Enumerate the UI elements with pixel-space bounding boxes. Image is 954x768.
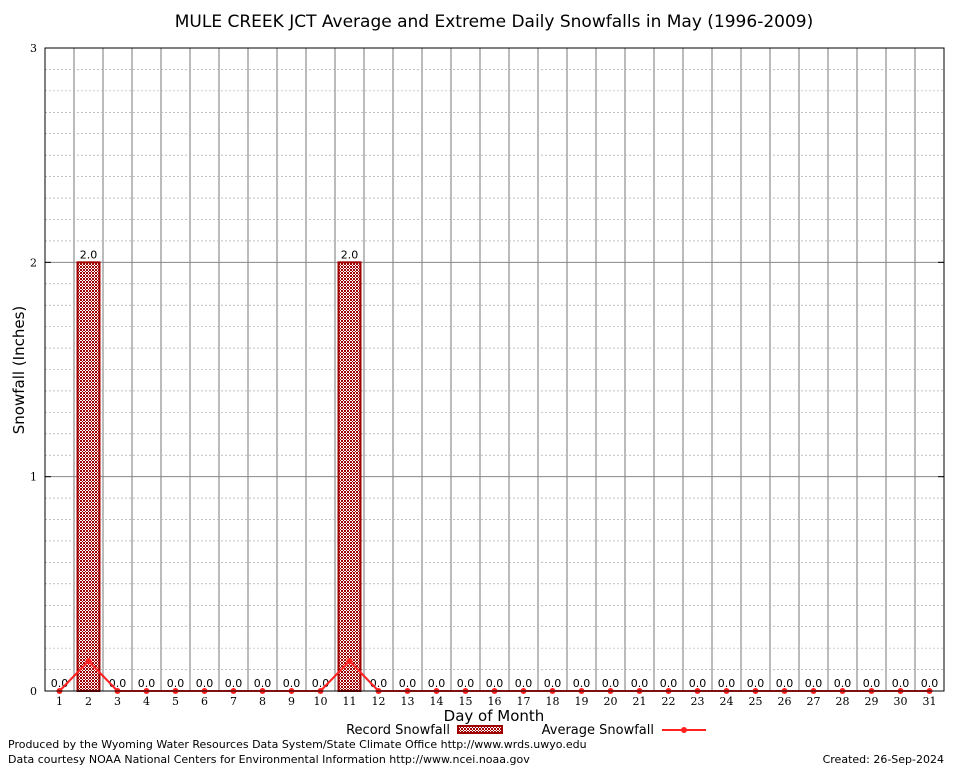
x-tick-label: 9 <box>288 695 295 708</box>
x-tick-label: 7 <box>230 695 237 708</box>
bar-value-label: 0.0 <box>573 677 591 690</box>
x-tick-label: 26 <box>778 695 792 708</box>
bar-value-label: 0.0 <box>747 677 765 690</box>
legend-record-swatch <box>457 725 503 734</box>
x-tick-label: 23 <box>691 695 705 708</box>
record-bar <box>76 261 101 692</box>
x-tick-label: 13 <box>401 695 415 708</box>
x-tick-label: 30 <box>894 695 908 708</box>
bar-value-label: 0.0 <box>515 677 533 690</box>
y-tick-label: 1 <box>30 471 37 484</box>
bar-value-label: 0.0 <box>225 677 243 690</box>
footer-created: Created: 26-Sep-2024 <box>823 753 944 766</box>
bar-value-label: 0.0 <box>167 677 185 690</box>
bar-value-label: 0.0 <box>428 677 446 690</box>
footer-produced: Produced by the Wyoming Water Resources … <box>8 738 587 751</box>
bar-value-label: 0.0 <box>805 677 823 690</box>
x-tick-label: 2 <box>85 695 92 708</box>
bar-value-label: 2.0 <box>341 248 359 261</box>
bar-value-label: 0.0 <box>892 677 910 690</box>
bar-value-label: 0.0 <box>776 677 794 690</box>
x-tick-label: 20 <box>604 695 618 708</box>
bar-value-label: 0.0 <box>254 677 272 690</box>
x-tick-label: 3 <box>114 695 121 708</box>
bar-value-label: 0.0 <box>863 677 881 690</box>
bar-value-label: 0.0 <box>602 677 620 690</box>
y-axis-label: Snowfall (Inches) <box>10 306 28 434</box>
bar-value-label: 0.0 <box>689 677 707 690</box>
bar-value-label: 0.0 <box>834 677 852 690</box>
x-tick-label: 4 <box>143 695 150 708</box>
bar-value-label: 0.0 <box>631 677 649 690</box>
plot-frame <box>44 47 945 692</box>
bar-value-label: 0.0 <box>457 677 475 690</box>
x-tick-label: 10 <box>314 695 328 708</box>
bar-value-label: 2.0 <box>80 248 98 261</box>
x-tick-label: 22 <box>662 695 676 708</box>
x-tick-label: 31 <box>923 695 937 708</box>
x-tick-label: 17 <box>517 695 531 708</box>
bar-value-label: 0.0 <box>399 677 417 690</box>
legend-average-marker <box>681 727 687 733</box>
x-tick-label: 5 <box>172 695 179 708</box>
x-tick-label: 21 <box>633 695 647 708</box>
x-tick-label: 12 <box>372 695 386 708</box>
x-tick-label: 19 <box>575 695 589 708</box>
x-axis-label: Day of Month <box>444 707 545 725</box>
x-tick-label: 25 <box>749 695 763 708</box>
chart-title: MULE CREEK JCT Average and Extreme Daily… <box>175 12 813 32</box>
footer-courtesy: Data courtesy NOAA National Centers for … <box>8 753 530 766</box>
bar-value-label: 0.0 <box>138 677 156 690</box>
bar-value-label: 0.0 <box>660 677 678 690</box>
y-tick-label: 3 <box>30 42 37 55</box>
legend-record-label: Record Snowfall <box>346 723 450 738</box>
bar-value-label: 0.0 <box>718 677 736 690</box>
x-tick-label: 1 <box>56 695 63 708</box>
bar-value-label: 0.0 <box>544 677 562 690</box>
x-tick-label: 29 <box>865 695 879 708</box>
x-tick-label: 24 <box>720 695 734 708</box>
legend-average-label: Average Snowfall <box>542 723 654 738</box>
y-tick-label: 0 <box>30 685 37 698</box>
bar-value-label: 0.0 <box>283 677 301 690</box>
x-tick-label: 27 <box>807 695 821 708</box>
bar-value-label: 0.0 <box>196 677 214 690</box>
legend: Record Snowfall Average Snowfall <box>346 723 706 738</box>
x-tick-label: 18 <box>546 695 560 708</box>
bar-value-label: 0.0 <box>921 677 939 690</box>
average-point <box>85 657 92 664</box>
y-tick-label: 2 <box>30 256 37 269</box>
x-tick-label: 11 <box>343 695 357 708</box>
x-tick-label: 28 <box>836 695 850 708</box>
x-tick-label: 8 <box>259 695 266 708</box>
record-bar <box>337 261 362 692</box>
average-point <box>346 657 353 664</box>
x-tick-label: 14 <box>430 695 444 708</box>
bar-value-label: 0.0 <box>486 677 504 690</box>
x-tick-label: 15 <box>459 695 473 708</box>
x-tick-label: 6 <box>201 695 208 708</box>
x-tick-label: 16 <box>488 695 502 708</box>
